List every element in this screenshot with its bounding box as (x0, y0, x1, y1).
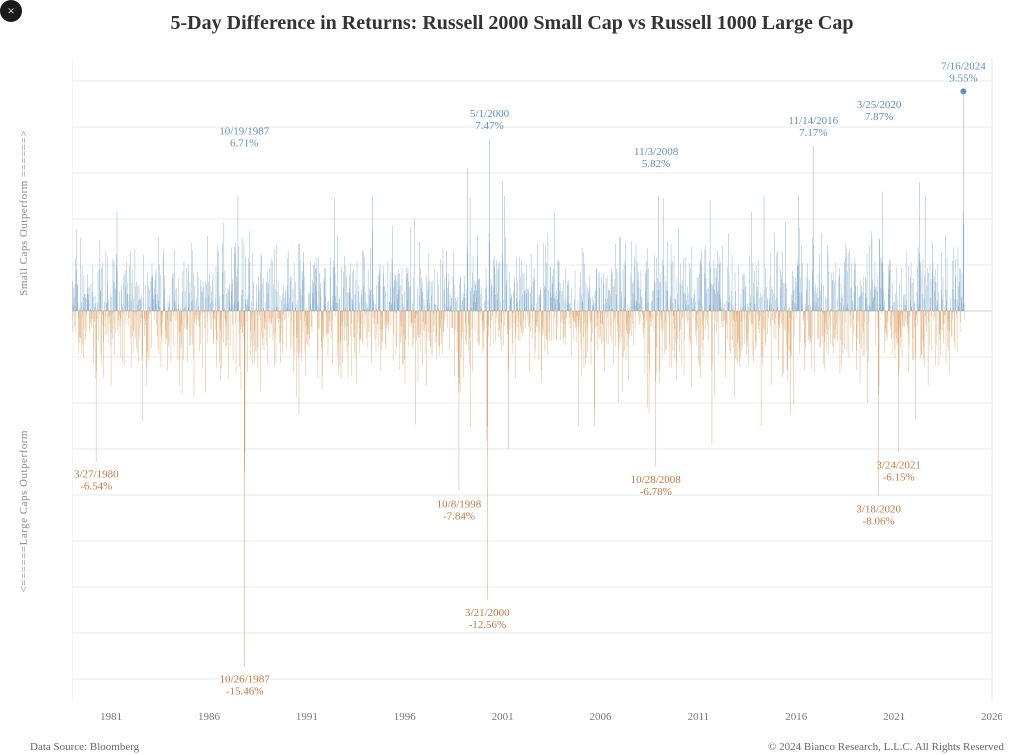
svg-text:-7.84%: -7.84% (443, 510, 475, 522)
chart-container: × 5-Day Difference in Returns: Russell 2… (0, 0, 1024, 755)
copyright-label: © 2024 Bianco Research, L.L.C. All Right… (768, 741, 1004, 753)
svg-text:-6.78%: -6.78% (640, 486, 672, 498)
svg-text:10/28/2008: 10/28/2008 (631, 474, 682, 486)
svg-text:10/8/1998: 10/8/1998 (437, 498, 482, 510)
svg-text:3/24/2021: 3/24/2021 (876, 459, 921, 471)
svg-text:2026: 2026 (981, 711, 1002, 723)
y-axis-label-top: Small Caps Outperform ======> (18, 130, 30, 296)
svg-text:2001: 2001 (492, 711, 514, 723)
y-axis-label-bottom: <======Large Caps Outperform (18, 430, 30, 592)
svg-text:5.82%: 5.82% (642, 158, 670, 170)
svg-text:-15.46%: -15.46% (226, 686, 264, 698)
svg-text:1981: 1981 (100, 711, 122, 723)
svg-text:-8.06%: -8.06% (863, 515, 895, 527)
svg-text:10/26/1987: 10/26/1987 (220, 674, 271, 686)
svg-text:6.71%: 6.71% (230, 138, 258, 150)
svg-text:3/18/2020: 3/18/2020 (856, 503, 901, 515)
svg-text:11/3/2008: 11/3/2008 (634, 146, 679, 158)
svg-text:-6.54%: -6.54% (80, 480, 112, 492)
svg-text:1986: 1986 (198, 711, 221, 723)
svg-text:3/25/2020: 3/25/2020 (857, 99, 902, 111)
svg-text:2011: 2011 (688, 711, 710, 723)
chart-plot: -16%-14%-12%-10%-8%-6%-4%-2%0%2%4%6%8%10… (72, 48, 1002, 728)
svg-text:3/21/2000: 3/21/2000 (465, 607, 510, 619)
svg-text:11/14/2016: 11/14/2016 (788, 115, 838, 127)
svg-text:-6.15%: -6.15% (883, 471, 915, 483)
svg-text:7.17%: 7.17% (799, 127, 827, 139)
svg-text:2006: 2006 (590, 711, 613, 723)
svg-text:7/16/2024: 7/16/2024 (941, 60, 986, 72)
svg-text:2021: 2021 (883, 711, 905, 723)
chart-title: 5-Day Difference in Returns: Russell 200… (0, 12, 1024, 35)
svg-text:5/1/2000: 5/1/2000 (470, 108, 510, 120)
svg-text:1996: 1996 (394, 711, 417, 723)
svg-text:2016: 2016 (785, 711, 808, 723)
svg-text:10/19/1987: 10/19/1987 (219, 126, 270, 138)
svg-text:7.87%: 7.87% (865, 111, 893, 123)
svg-text:1991: 1991 (296, 711, 318, 723)
svg-text:9.55%: 9.55% (949, 72, 977, 84)
svg-text:7.47%: 7.47% (475, 120, 503, 132)
svg-text:-12.56%: -12.56% (469, 619, 507, 631)
svg-text:3/27/1980: 3/27/1980 (74, 468, 119, 480)
data-source-label: Data Source: Bloomberg (30, 741, 139, 753)
